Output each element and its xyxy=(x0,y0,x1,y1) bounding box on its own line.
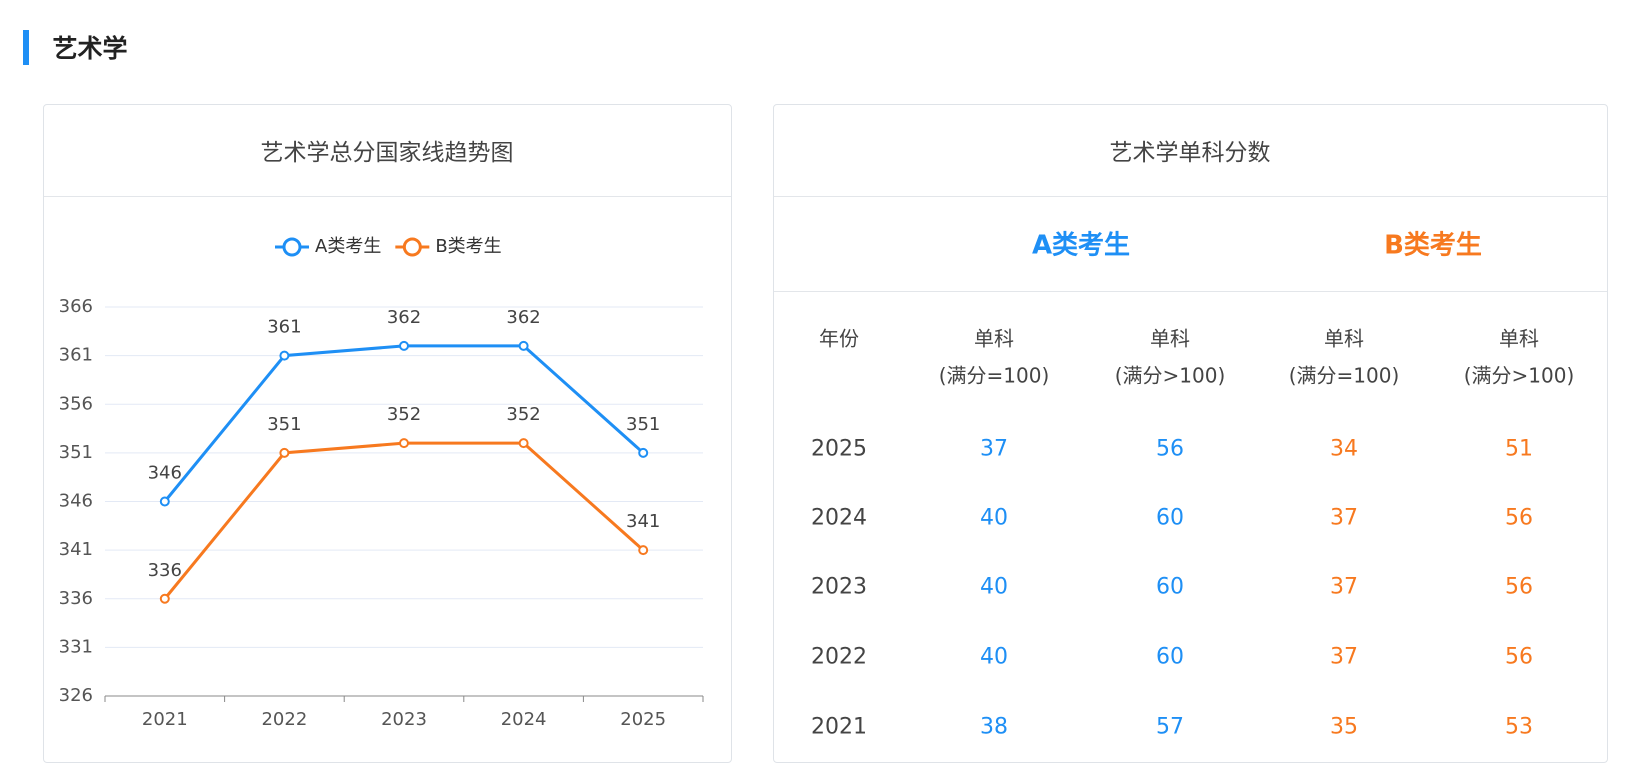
x-tick-label: 2021 xyxy=(142,709,188,730)
table-cell: 2022 xyxy=(811,644,867,670)
point xyxy=(518,340,529,351)
legend-marker xyxy=(282,237,302,257)
table-cell: 37 xyxy=(1330,505,1358,531)
data-label: 351 xyxy=(626,414,660,435)
point xyxy=(638,545,649,556)
y-tick-label: 346 xyxy=(59,491,93,512)
group-header: B类考生 xyxy=(1384,230,1482,261)
y-tick-label: 326 xyxy=(59,685,93,706)
point xyxy=(159,593,170,604)
column-header: (满分>100) xyxy=(1114,363,1226,388)
column-header: 单科 xyxy=(1150,326,1190,351)
table-title: 艺术学单科分数 xyxy=(1109,140,1271,166)
y-tick-label: 361 xyxy=(59,345,93,366)
y-tick-label: 356 xyxy=(59,393,93,414)
table-cell: 53 xyxy=(1505,714,1533,740)
y-tick-label: 331 xyxy=(59,636,93,657)
table-cell: 40 xyxy=(980,505,1008,531)
table-cell: 2021 xyxy=(811,714,867,740)
table-cell: 56 xyxy=(1505,644,1533,670)
legend-label: B类考生 xyxy=(435,236,501,257)
title-accent xyxy=(23,30,29,65)
data-label: 352 xyxy=(387,404,421,425)
legend-label: A类考生 xyxy=(315,236,381,257)
y-tick-label: 336 xyxy=(59,588,93,609)
data-label: 351 xyxy=(267,414,301,435)
column-header: (满分>100) xyxy=(1463,363,1575,388)
table-cell: 60 xyxy=(1156,644,1184,670)
table-cell: 56 xyxy=(1505,574,1533,600)
legend-marker xyxy=(402,237,422,257)
point xyxy=(159,496,170,507)
x-tick-label: 2023 xyxy=(381,709,427,730)
table-cell: 38 xyxy=(980,714,1008,740)
y-tick-label: 366 xyxy=(59,296,93,317)
table-cell: 60 xyxy=(1156,574,1184,600)
table-cell: 35 xyxy=(1330,714,1358,740)
table-cell: 37 xyxy=(980,436,1008,462)
column-header: (满分=100) xyxy=(938,363,1050,388)
point xyxy=(518,438,529,449)
table-cell: 56 xyxy=(1505,505,1533,531)
column-header: 单科 xyxy=(974,326,1014,351)
chart-card xyxy=(43,104,732,763)
table-cell: 60 xyxy=(1156,505,1184,531)
table-cell: 40 xyxy=(980,644,1008,670)
x-tick-label: 2022 xyxy=(261,709,307,730)
table-cell: 2025 xyxy=(811,436,867,462)
table-cell: 2023 xyxy=(811,574,867,600)
data-label: 336 xyxy=(148,560,182,581)
data-label: 352 xyxy=(506,404,540,425)
divider xyxy=(44,196,731,197)
y-tick-label: 351 xyxy=(59,442,93,463)
point xyxy=(399,438,409,449)
data-label: 362 xyxy=(387,307,421,328)
x-tick-label: 2025 xyxy=(620,709,666,730)
table-cell: 57 xyxy=(1156,714,1184,740)
point xyxy=(279,350,290,361)
chart-title: 艺术学总分国家线趋势图 xyxy=(260,140,514,166)
data-label: 361 xyxy=(267,317,301,338)
group-header: A类考生 xyxy=(1031,230,1131,261)
column-header: (满分=100) xyxy=(1288,363,1400,388)
y-tick-label: 341 xyxy=(59,539,93,560)
data-label: 341 xyxy=(626,511,660,532)
point xyxy=(279,447,290,458)
column-header: 单科 xyxy=(1499,326,1539,351)
table-card xyxy=(773,104,1608,763)
table-cell: 37 xyxy=(1330,644,1358,670)
x-tick-label: 2024 xyxy=(501,709,547,730)
divider xyxy=(774,291,1607,292)
data-label: 346 xyxy=(148,463,182,484)
point xyxy=(638,447,649,458)
line xyxy=(163,441,645,600)
column-header: 单科 xyxy=(1324,326,1364,351)
table-cell: 37 xyxy=(1330,574,1358,600)
section-title: 艺术学 xyxy=(52,34,128,63)
point xyxy=(399,340,409,351)
table-cell: 40 xyxy=(980,574,1008,600)
column-header: 年份 xyxy=(819,326,859,351)
table-cell: 2024 xyxy=(811,505,867,531)
table-cell: 51 xyxy=(1505,436,1533,462)
table-cell: 56 xyxy=(1156,436,1184,462)
divider xyxy=(774,196,1607,197)
table-cell: 34 xyxy=(1330,436,1358,462)
data-label: 362 xyxy=(506,307,540,328)
